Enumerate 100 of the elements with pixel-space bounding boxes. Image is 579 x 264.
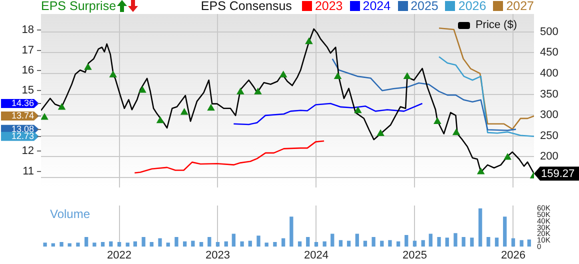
bar [273, 242, 277, 247]
bar [199, 242, 204, 247]
y-tick-label: 15 [22, 84, 34, 97]
point [376, 129, 384, 136]
bar [174, 236, 178, 247]
x-tick-label: 2024 [304, 249, 328, 262]
y-tick-label: 13.08 [11, 124, 34, 134]
bar [43, 242, 47, 247]
bar [338, 240, 343, 247]
y2-tick-label: 450 [540, 46, 558, 59]
point [236, 88, 244, 94]
bar [388, 240, 392, 247]
bar [322, 241, 326, 247]
y-tick-label: 16 [22, 64, 34, 76]
point [207, 104, 215, 111]
point [476, 168, 485, 174]
x-tick-label: 2025 [402, 249, 427, 262]
y2-tick-label: 400 [540, 67, 558, 80]
y-tick-label: 13.74 [11, 110, 34, 121]
bar [363, 240, 368, 247]
point [434, 117, 442, 124]
bar [396, 241, 400, 247]
y2-tick-label: 350 [540, 88, 558, 100]
y2-tick-label: 250 [540, 130, 558, 142]
bar [60, 242, 64, 247]
bar [92, 242, 96, 247]
bar [428, 234, 432, 247]
bar [527, 239, 531, 247]
legend-title: EPS Consensus [200, 0, 292, 13]
bar [216, 242, 220, 247]
bar [76, 242, 80, 247]
point [180, 108, 188, 115]
bar [133, 241, 138, 247]
bar [264, 242, 268, 247]
bar [421, 240, 425, 247]
bar [511, 238, 516, 247]
y-tick-label: 18 [22, 24, 34, 36]
point [305, 37, 313, 44]
bar [150, 242, 154, 247]
text: EPS Surprise [41, 0, 116, 13]
point [41, 113, 48, 120]
data-label: 159.27 [541, 168, 575, 180]
bar [437, 236, 441, 247]
bar [306, 236, 310, 247]
bar [191, 240, 195, 247]
y-tick-label: 14.36 [11, 98, 34, 108]
bar [281, 238, 286, 247]
bar [126, 242, 130, 247]
point [403, 72, 412, 80]
bar [240, 241, 244, 247]
point [109, 70, 117, 78]
point [334, 72, 342, 80]
point [452, 128, 460, 136]
bar [166, 242, 170, 247]
bar [142, 236, 146, 247]
series-label: Volume [50, 206, 90, 221]
bar [298, 241, 302, 247]
y-tick-label: 11 [22, 165, 34, 178]
bar [404, 235, 408, 247]
bar [486, 236, 490, 247]
bar [470, 238, 474, 247]
point [138, 86, 146, 93]
bar [182, 241, 187, 247]
bar [224, 241, 228, 247]
bar [330, 234, 334, 247]
bar [454, 233, 458, 247]
bar [503, 216, 507, 247]
legend-label: 2026 [458, 0, 486, 13]
bar [520, 240, 524, 247]
y2-tick-label: 200 [540, 150, 558, 163]
bar [84, 236, 88, 247]
bar [372, 236, 376, 247]
legend-label: 2027 [506, 0, 534, 13]
point [254, 88, 262, 94]
point [58, 103, 66, 110]
bar [117, 242, 122, 247]
bar [232, 234, 236, 247]
y2-tick-label: 300 [540, 109, 558, 122]
point [156, 116, 164, 124]
bar [494, 238, 499, 247]
bar [355, 234, 359, 247]
legend-label: Price ($) [475, 19, 517, 31]
bar [412, 240, 417, 247]
point [354, 106, 362, 114]
bar [208, 236, 212, 247]
bar [100, 242, 105, 247]
legend-label: 2025 [410, 0, 438, 13]
point [504, 152, 512, 160]
y-tick-label: 12 [22, 145, 34, 158]
legend-label: 2023 [314, 0, 343, 13]
bar [314, 242, 318, 247]
bar [462, 236, 466, 247]
bar [256, 236, 260, 247]
bar [478, 208, 482, 247]
y-tick-label: 17 [22, 44, 34, 56]
point [279, 70, 288, 78]
x-tick-label: 2026 [500, 249, 526, 262]
bar [158, 238, 162, 247]
bar [380, 240, 384, 247]
bar [248, 240, 252, 247]
